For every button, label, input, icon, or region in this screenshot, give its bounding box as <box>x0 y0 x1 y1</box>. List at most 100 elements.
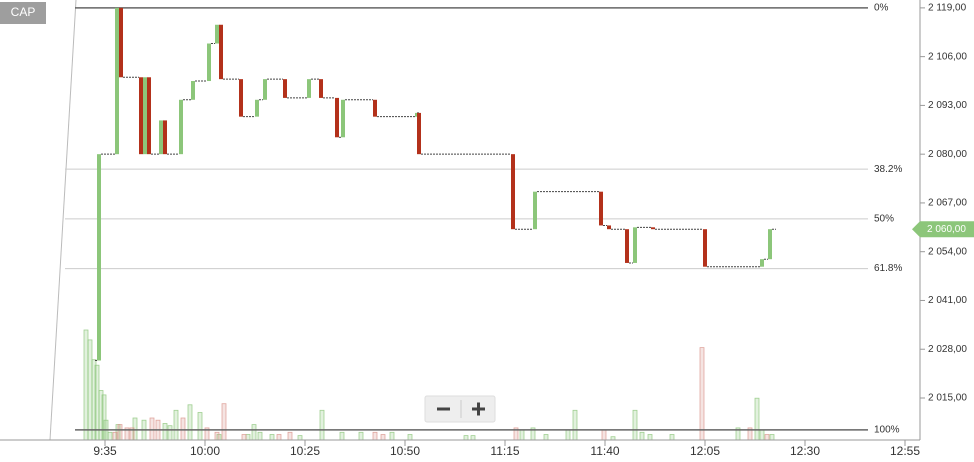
y-tick-label: 2 067,00 <box>928 198 967 209</box>
volume-bar <box>639 431 645 441</box>
volume-bar <box>339 431 345 441</box>
volume-bar <box>149 417 155 441</box>
volume-bar <box>257 431 263 441</box>
volume-bar <box>245 434 251 441</box>
volume-bar <box>764 434 770 441</box>
volume-bar <box>87 339 93 441</box>
step-move <box>219 24 223 80</box>
volume-bar <box>162 423 168 441</box>
volume-bar <box>269 434 275 441</box>
volume-bar <box>754 397 760 441</box>
level-label: 100% <box>874 425 900 436</box>
volume-bar <box>669 434 675 441</box>
step-move <box>703 229 707 267</box>
volume-bar <box>572 409 578 441</box>
step-move <box>341 99 345 138</box>
zoom-in[interactable] <box>463 398 493 420</box>
button-bg[interactable] <box>0 2 46 24</box>
volume-bar <box>221 403 227 441</box>
volume-bar <box>197 412 203 441</box>
step-move <box>633 227 637 263</box>
volume-bar <box>287 431 293 441</box>
volume-bar <box>759 429 765 441</box>
y-tick-label: 2 041,00 <box>928 295 967 306</box>
step-move <box>533 191 537 230</box>
volume-bar <box>601 429 607 441</box>
volume-bar <box>470 435 476 441</box>
step-move <box>768 229 772 260</box>
level-label: 38.2% <box>874 164 902 175</box>
x-tick-label: 11:40 <box>590 444 619 458</box>
step-move <box>191 81 195 100</box>
volume-bar <box>94 364 100 441</box>
volume-bar <box>112 431 118 441</box>
step-move <box>115 7 119 155</box>
level-label: 61.8% <box>874 263 902 274</box>
x-tick-label: 10:25 <box>290 444 320 458</box>
volume-bar <box>251 424 257 441</box>
step-move <box>651 227 655 230</box>
volume-bar <box>358 431 364 441</box>
y-tick-label: 2 106,00 <box>928 51 967 62</box>
step-move <box>207 43 211 82</box>
x-tick-label: 10:50 <box>390 444 420 458</box>
volume-bar <box>297 435 303 441</box>
step-move <box>283 79 287 98</box>
step-move <box>179 99 183 155</box>
step-move <box>760 259 764 267</box>
y-tick-label: 2 080,00 <box>928 149 967 160</box>
volume-bar <box>699 347 705 441</box>
volume-bar <box>463 435 469 441</box>
x-tick-label: 12:30 <box>790 444 820 458</box>
volume-bar <box>276 434 282 441</box>
step-move <box>215 24 219 44</box>
volume-bar <box>543 434 549 441</box>
symbol-label[interactable]: CAP <box>11 5 36 19</box>
step-move <box>625 229 629 263</box>
range-edge <box>49 0 77 441</box>
x-tick-label: 12:55 <box>890 444 920 458</box>
step-move <box>319 79 323 98</box>
symbol-button[interactable]: CAP <box>0 2 46 24</box>
volume-bar <box>187 404 193 441</box>
volume-bar <box>214 431 220 441</box>
volume-bar <box>372 431 378 441</box>
zoom-out[interactable] <box>427 398 459 420</box>
volume-bar <box>407 434 413 441</box>
step-move <box>239 79 243 117</box>
step-move <box>119 7 123 78</box>
last-price-tag <box>912 221 974 238</box>
y-tick-label: 2 093,00 <box>928 100 967 111</box>
step-move <box>417 112 421 155</box>
volume-bar <box>83 329 89 441</box>
volume-bar <box>389 431 395 441</box>
step-move <box>511 154 515 230</box>
y-tick-label: 2 015,00 <box>928 393 967 404</box>
step-move <box>139 77 143 155</box>
volume-bar <box>319 409 325 441</box>
volume-bar <box>167 425 173 441</box>
x-tick-label: 9:35 <box>93 444 117 458</box>
step-move <box>607 225 611 230</box>
volume-bar <box>117 424 123 441</box>
price-layer <box>95 7 776 361</box>
levels-layer: 0% 38.2% 50% 61.8% 100% <box>65 3 902 436</box>
step-move <box>335 97 339 138</box>
volume-bar <box>173 409 179 441</box>
volume-bar <box>519 429 525 441</box>
last-price-label: 2 060,00 <box>927 224 966 235</box>
step-move <box>143 77 147 155</box>
zoom-controls <box>424 395 496 423</box>
x-tick-label: 11:15 <box>490 444 519 458</box>
step-move <box>97 154 101 361</box>
step-move <box>159 120 163 155</box>
level-label: 50% <box>874 214 894 225</box>
step-move <box>147 77 151 155</box>
step-move <box>255 99 259 117</box>
y-tick-label: 2 054,00 <box>928 246 967 257</box>
step-move <box>373 99 377 117</box>
x-tick-label: 10:00 <box>190 444 220 458</box>
y-tick-label: 2 119,00 <box>928 3 967 14</box>
